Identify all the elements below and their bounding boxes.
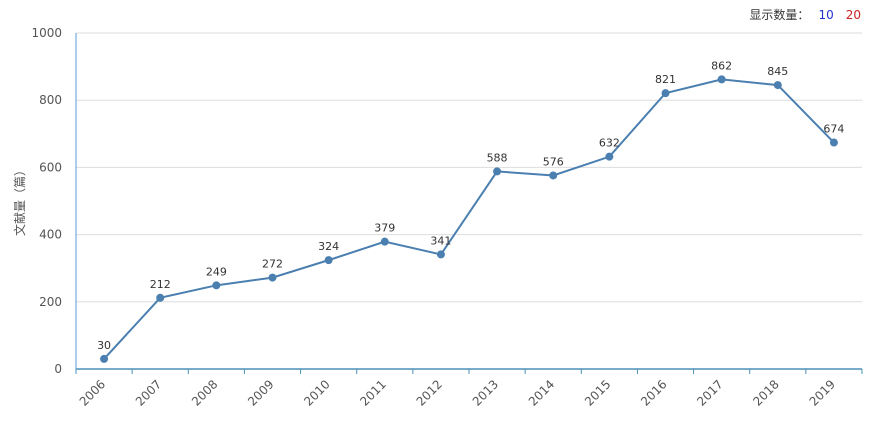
y-tick-label: 800 (39, 93, 62, 107)
data-label: 674 (823, 123, 844, 136)
x-tick-label: 2015 (582, 377, 613, 408)
axes (75, 33, 863, 374)
data-point[interactable] (436, 250, 445, 259)
data-label: 845 (767, 65, 788, 78)
data-label: 576 (543, 155, 564, 168)
x-tick-label: 2019 (807, 377, 838, 408)
x-tick-label: 2012 (414, 377, 445, 408)
grid-lines (76, 32, 862, 303)
x-tick-label: 2014 (526, 377, 557, 408)
series-group: 30 212 249 272 324 379 341 588 576 632 821 862 845 67… (97, 59, 844, 363)
data-point[interactable] (380, 237, 389, 246)
x-tick-label: 2017 (694, 377, 725, 408)
x-tick-label: 2009 (245, 377, 276, 408)
data-label: 632 (599, 137, 620, 150)
data-point[interactable] (156, 293, 165, 302)
data-label: 249 (206, 265, 227, 278)
data-point[interactable] (773, 81, 782, 90)
x-tick-label: 2006 (77, 377, 108, 408)
y-tick-label: 400 (39, 228, 62, 242)
x-tick-label: 2007 (133, 377, 164, 408)
display-count-10-option[interactable]: 10 (818, 7, 834, 22)
display-count-20-option[interactable]: 20 (845, 7, 861, 22)
data-label: 821 (655, 73, 676, 86)
display-count-label: 显示数量： (749, 8, 810, 22)
display-count-control: 显示数量： 10 20 (749, 6, 864, 23)
data-label: 272 (262, 258, 283, 271)
x-tick-label: 2011 (357, 377, 388, 408)
data-point[interactable] (717, 75, 726, 84)
data-label: 588 (487, 151, 508, 164)
y-tick-label: 1000 (31, 26, 62, 40)
x-tick-label: 2010 (301, 377, 332, 408)
data-point[interactable] (268, 273, 277, 282)
data-label: 379 (374, 222, 395, 235)
data-label: 324 (318, 240, 339, 253)
y-tick-label: 200 (39, 295, 62, 309)
data-label: 30 (97, 339, 111, 352)
data-label: 341 (430, 234, 451, 247)
data-point[interactable] (493, 167, 502, 176)
data-point[interactable] (100, 354, 109, 363)
x-tick-label: 2018 (750, 377, 781, 408)
y-tick-label: 0 (54, 362, 62, 376)
y-tick-label: 600 (39, 160, 62, 174)
data-point[interactable] (549, 171, 558, 180)
x-tick-label: 2013 (470, 377, 501, 408)
x-tick-labels: 2006 2007 2008 2009 2010 2011 2012 2013 2014 2015… (77, 377, 838, 408)
data-point[interactable] (324, 256, 333, 265)
x-tick-label: 2008 (189, 377, 220, 408)
y-tick-labels: 0 200 400 600 800 1000 (31, 26, 62, 376)
data-point[interactable] (829, 138, 838, 147)
data-point[interactable] (661, 89, 670, 98)
data-label: 212 (150, 278, 171, 291)
data-point[interactable] (212, 281, 221, 290)
y-axis-label: 文献量（篇） (12, 164, 27, 236)
x-tick-label: 2016 (638, 377, 669, 408)
series-line (103, 78, 835, 360)
data-label: 862 (711, 59, 732, 72)
data-point[interactable] (605, 152, 614, 161)
